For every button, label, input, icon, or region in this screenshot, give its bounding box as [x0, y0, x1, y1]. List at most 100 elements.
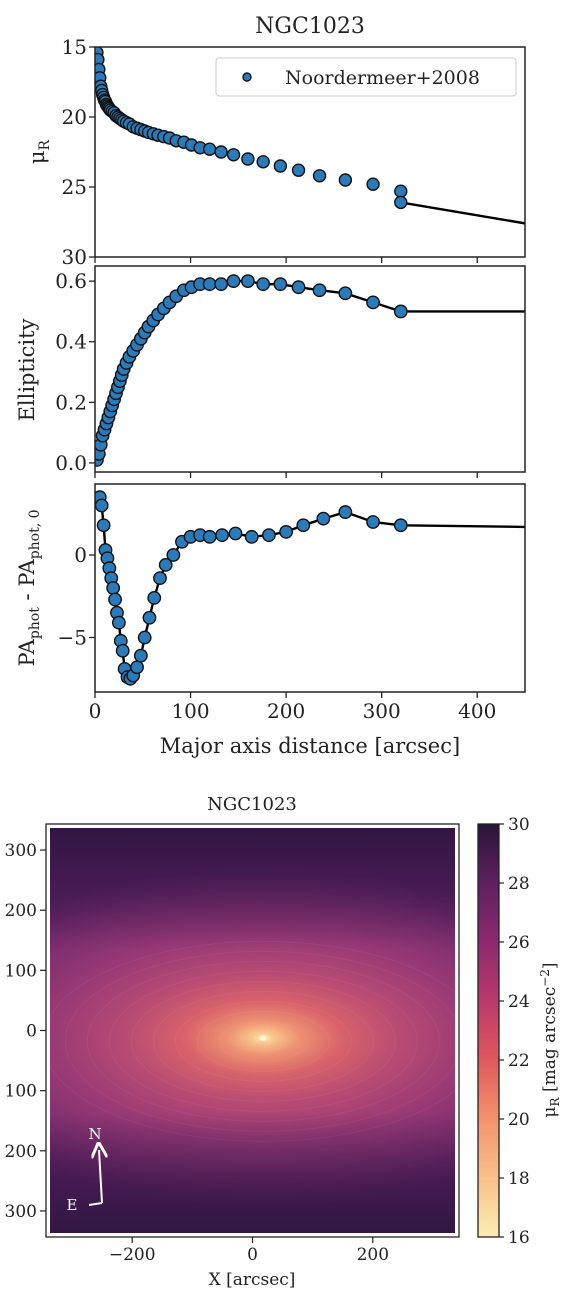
panel2-ytick-label: 0.4 — [55, 330, 87, 354]
panel1-points — [95, 47, 408, 210]
panel1-ylabel: μR — [25, 139, 53, 164]
data-point — [202, 529, 217, 544]
data-point — [108, 592, 122, 607]
data-point — [312, 283, 327, 298]
panel3-points — [95, 490, 408, 686]
colorbar-label: μR [mag arcsec−2] — [538, 962, 562, 1117]
panel3-ylabel-sub1: phot — [27, 607, 43, 639]
data-point — [106, 581, 121, 595]
compass-north-label: N — [88, 1125, 101, 1143]
isophote — [152, 990, 374, 1092]
data-point — [394, 195, 408, 210]
panel3-xtick-label: 300 — [363, 699, 401, 723]
isophote — [108, 970, 418, 1112]
compass: N E — [67, 1125, 102, 1214]
data-point — [241, 152, 255, 166]
colorbar-tick-label: 28 — [508, 874, 530, 894]
data-point — [273, 159, 288, 173]
compass-east-label: E — [67, 1196, 78, 1214]
galaxy-fade — [48, 826, 457, 1235]
panel2-ytick-label: 0.2 — [55, 390, 87, 414]
image-ytick-label: 0 — [26, 1022, 37, 1042]
legend-label: Noordermeer+2008 — [285, 67, 480, 89]
panel3-xtick-label: 100 — [171, 699, 209, 723]
panel1-ytick-label: 30 — [62, 245, 87, 269]
colorbar-tick-label: 26 — [508, 933, 530, 953]
colorbar-tick-label: 22 — [508, 1051, 530, 1071]
colorbar-gradient — [477, 823, 500, 1238]
isophote — [196, 1010, 330, 1072]
panel3-xlabel: Major axis distance [arcsec] — [160, 734, 460, 758]
isophote — [218, 1020, 308, 1062]
data-point — [394, 184, 408, 198]
panel3-frame — [94, 483, 526, 693]
panel1-ytick-label: 25 — [62, 175, 87, 199]
data-point — [273, 277, 288, 292]
data-point — [147, 591, 162, 605]
image-ytick-label: 300 — [5, 1202, 37, 1222]
data-point — [296, 518, 311, 533]
colorbar-label-end: ] — [540, 962, 560, 969]
data-point — [153, 571, 167, 585]
data-point — [393, 518, 408, 533]
data-point — [256, 155, 270, 169]
colorbar-tick-label: 16 — [508, 1228, 530, 1248]
panel3-ylabel-sep: - PA — [15, 558, 39, 607]
data-point — [291, 280, 306, 295]
compass-north-arrow — [99, 1150, 102, 1204]
image-title: NGC1023 — [207, 794, 297, 815]
data-point — [291, 163, 306, 177]
data-point — [226, 274, 241, 289]
isophote — [240, 1030, 286, 1052]
image-xtick-label: −200 — [109, 1245, 156, 1265]
colorbar-label-units: [mag arcsec — [540, 987, 560, 1098]
data-point — [228, 526, 243, 541]
compass-east-arrow — [88, 1202, 103, 1206]
isophotes — [42, 940, 484, 1142]
image-xtick-label: 0 — [247, 1245, 258, 1265]
data-point — [338, 173, 353, 187]
data-point — [215, 528, 229, 543]
data-point — [202, 142, 217, 156]
panel2-ticks: 0.0 0.2 0.4 0.6 — [55, 269, 478, 478]
data-point — [158, 557, 173, 572]
isophote — [86, 960, 440, 1122]
data-point — [111, 615, 126, 630]
data-point — [142, 610, 157, 625]
panel3-xtick-label: 0 — [89, 699, 102, 723]
data-point — [133, 648, 148, 663]
image-ytick-label: 200 — [5, 1142, 37, 1162]
panel1-title: NGC1023 — [255, 14, 365, 39]
data-point — [95, 498, 109, 513]
panel2-ylabel: Ellipticity — [15, 318, 39, 421]
isophote — [130, 980, 396, 1102]
colorbar-ticks: 30 28 26 24 22 20 18 16 — [499, 815, 530, 1248]
image-xlabel: X [arcsec] — [209, 1270, 296, 1290]
image-ytick-label: 100 — [5, 1082, 37, 1102]
panel2-ytick-label: 0.0 — [55, 451, 87, 475]
isophote — [64, 950, 462, 1132]
galaxy-core — [260, 1035, 266, 1041]
panel1-ytick-label: 15 — [62, 35, 87, 59]
image-ytick-label: 100 — [5, 961, 37, 981]
data-point — [130, 660, 144, 675]
panel3-ylabel-sub2: phot, 0 — [27, 509, 43, 559]
panel3-fit-line — [98, 496, 525, 681]
image-ytick-label: 300 — [5, 841, 37, 861]
panel1-ticks: 15 20 25 30 — [62, 35, 478, 269]
data-point — [214, 277, 229, 292]
data-point — [312, 169, 327, 183]
colorbar-tick-label: 30 — [508, 815, 530, 835]
isophote — [174, 1000, 352, 1082]
panel3-xtick-label: 400 — [458, 699, 496, 723]
data-point — [115, 643, 130, 658]
data-point — [366, 295, 380, 310]
data-point — [214, 145, 228, 159]
data-point — [366, 515, 380, 529]
colorbar-tick-label: 20 — [508, 1110, 530, 1130]
data-point — [244, 529, 259, 544]
panel3-ytick-label: −5 — [58, 626, 87, 650]
panel3-ylabel: PAphot - PAphot, 0 — [15, 509, 43, 666]
data-point — [137, 630, 152, 645]
